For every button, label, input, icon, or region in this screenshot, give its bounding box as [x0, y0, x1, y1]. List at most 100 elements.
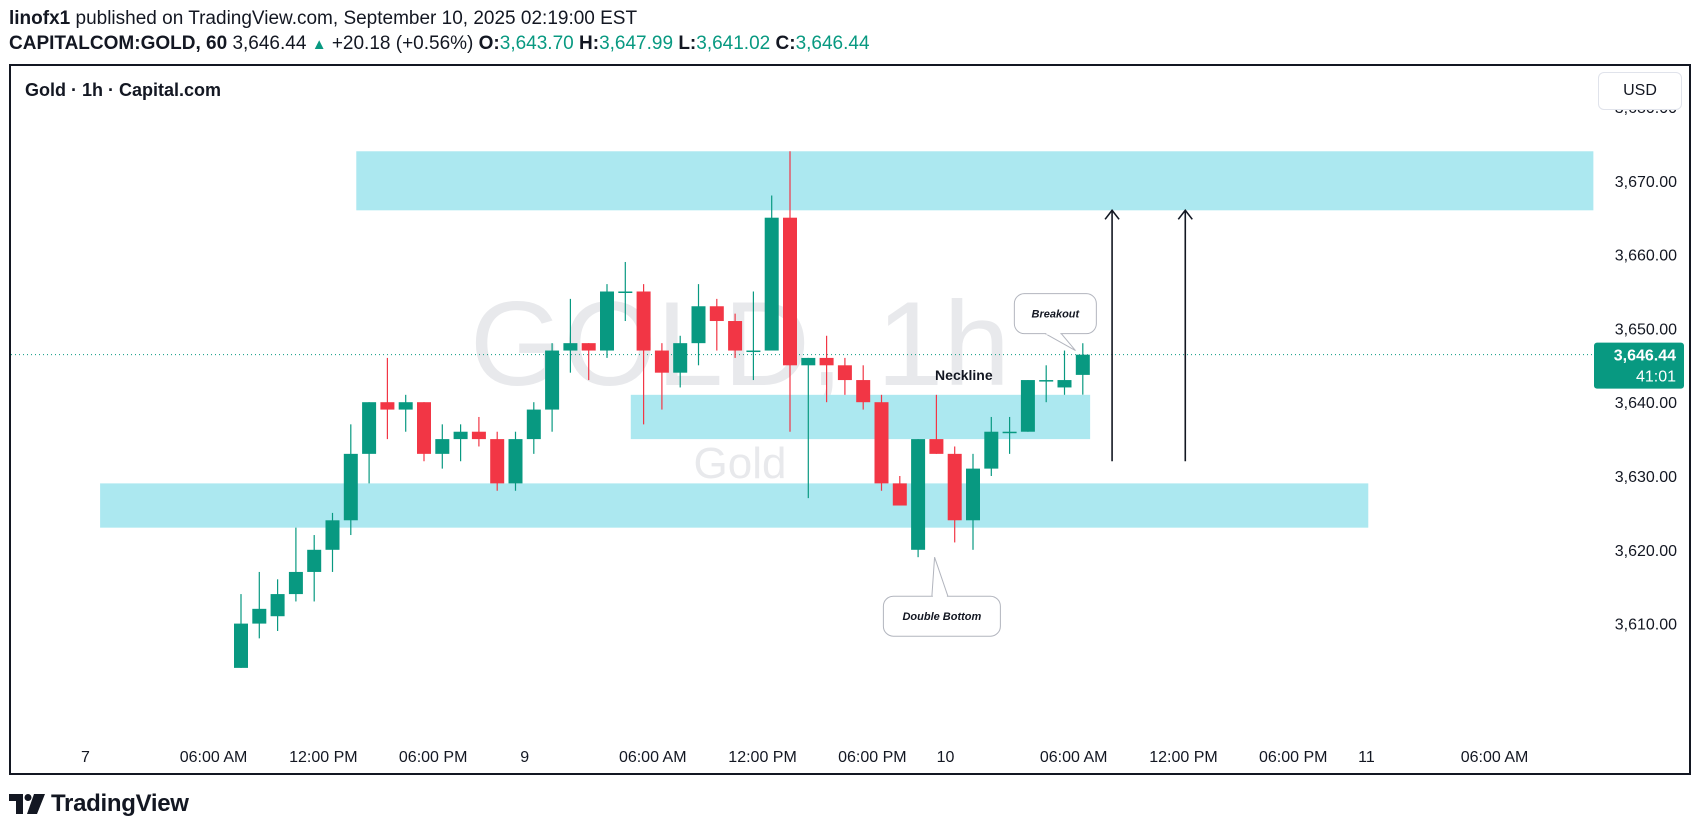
candle-body: [654, 350, 669, 373]
candle-6[interactable]: [343, 424, 358, 536]
candle-13[interactable]: [471, 416, 486, 447]
candle-42[interactable]: [1002, 416, 1017, 454]
candle-36[interactable]: [892, 476, 907, 506]
candle-body: [545, 350, 560, 410]
candle-5[interactable]: [325, 512, 340, 572]
candle-35[interactable]: [874, 394, 889, 491]
candle-17[interactable]: [545, 343, 560, 432]
x-tick-label: 11: [1358, 749, 1375, 766]
candle-2[interactable]: [270, 579, 285, 631]
candle-43[interactable]: [1020, 380, 1035, 432]
candle-45[interactable]: [1057, 350, 1072, 395]
neckline-label: Neckline: [935, 367, 993, 383]
candle-body: [929, 439, 944, 454]
current-price-label[interactable]: 3,646.44 41:01: [1594, 342, 1684, 389]
candle-18[interactable]: [563, 298, 578, 373]
close-label: C:: [775, 33, 796, 54]
candle-24[interactable]: [673, 335, 688, 388]
candle-28[interactable]: [746, 291, 761, 381]
watermark-name: Gold: [694, 439, 787, 488]
candle-31[interactable]: [801, 357, 816, 499]
candle-23[interactable]: [654, 343, 669, 410]
candle-16[interactable]: [526, 402, 541, 454]
y-tick-label: 3,650.00: [1615, 321, 1677, 338]
candle-26[interactable]: [709, 298, 724, 351]
candle-body: [343, 453, 358, 521]
chart-title: Gold · 1h · Capital.com: [23, 80, 224, 101]
candle-body: [398, 402, 413, 410]
candle-39[interactable]: [947, 446, 962, 543]
candle-44[interactable]: [1039, 365, 1054, 403]
candle-body: [947, 453, 962, 521]
x-tick-label: 10: [937, 749, 955, 766]
candle-21[interactable]: [618, 261, 633, 322]
y-tick-label: 3,660.00: [1615, 248, 1677, 265]
callout-2[interactable]: Double Bottom: [882, 557, 1001, 637]
candle-40[interactable]: [966, 453, 980, 550]
candle-body: [581, 343, 596, 351]
candle-body: [325, 520, 340, 550]
candle-20[interactable]: [600, 284, 614, 358]
candle-7[interactable]: [362, 402, 377, 484]
candle-34[interactable]: [856, 365, 871, 410]
symbol-label: CAPITALCOM:GOLD, 60: [9, 33, 228, 54]
candle-0[interactable]: [234, 594, 248, 668]
candle-15[interactable]: [508, 431, 523, 491]
publisher-name[interactable]: linofx1: [9, 8, 71, 29]
candle-38[interactable]: [929, 394, 944, 454]
zone-rect-2[interactable]: [100, 483, 1369, 528]
candle-14[interactable]: [490, 431, 505, 491]
currency-button[interactable]: USD: [1598, 72, 1682, 110]
candle-37[interactable]: [911, 439, 926, 558]
y-tick-label: 3,640.00: [1615, 395, 1677, 412]
candle-25[interactable]: [691, 284, 706, 366]
x-tick-label: 06:00 AM: [180, 749, 248, 766]
y-tick-label: 3,670.00: [1615, 174, 1677, 191]
candle-33[interactable]: [837, 357, 852, 395]
candle-9[interactable]: [398, 394, 413, 432]
callout-text: Breakout: [1032, 309, 1081, 321]
target-arrow-0[interactable]: [1104, 209, 1120, 462]
up-arrow-icon: ▲: [311, 36, 327, 53]
x-tick-label: 06:00 PM: [838, 749, 906, 766]
candle-body: [471, 431, 486, 440]
candle-41[interactable]: [984, 416, 999, 476]
candle-body: [1057, 380, 1072, 388]
candle-22[interactable]: [636, 284, 651, 425]
candle-body: [362, 402, 377, 454]
candle-19[interactable]: [581, 343, 596, 381]
candle-12[interactable]: [453, 424, 468, 462]
candle-1[interactable]: [252, 571, 267, 639]
callout-1[interactable]: Breakout: [1013, 293, 1097, 351]
candle-body: [307, 549, 322, 572]
candle-body: [1039, 380, 1054, 382]
open-label: O:: [478, 33, 500, 54]
x-tick-label: 06:00 PM: [1259, 749, 1327, 766]
candle-body: [673, 343, 688, 373]
tradingview-logo[interactable]: TradingView: [9, 790, 189, 818]
candle-8[interactable]: [380, 357, 395, 440]
open-value: 3,643.70: [499, 33, 574, 54]
candle-32[interactable]: [819, 335, 834, 403]
candle-30[interactable]: [783, 151, 797, 432]
candle-11[interactable]: [435, 424, 450, 469]
candle-body: [1020, 380, 1035, 432]
candle-3[interactable]: [288, 527, 303, 602]
target-arrow-1[interactable]: [1177, 209, 1193, 462]
candle-10[interactable]: [417, 402, 431, 462]
x-tick-label: 9: [520, 749, 529, 766]
candle-27[interactable]: [728, 313, 743, 358]
candle-46[interactable]: [1075, 343, 1090, 395]
low-label: L:: [678, 33, 697, 54]
callout-pointer: [931, 557, 949, 597]
y-tick-label: 3,630.00: [1615, 469, 1677, 486]
candle-body: [911, 439, 926, 550]
zone-rect-0[interactable]: [356, 151, 1594, 211]
candle-4[interactable]: [307, 535, 322, 602]
candle-29[interactable]: [764, 195, 779, 351]
price-label-value: 3,646.44: [1614, 348, 1676, 365]
candle-body: [874, 402, 889, 484]
high-label: H:: [579, 33, 600, 54]
candle-body: [435, 439, 450, 454]
